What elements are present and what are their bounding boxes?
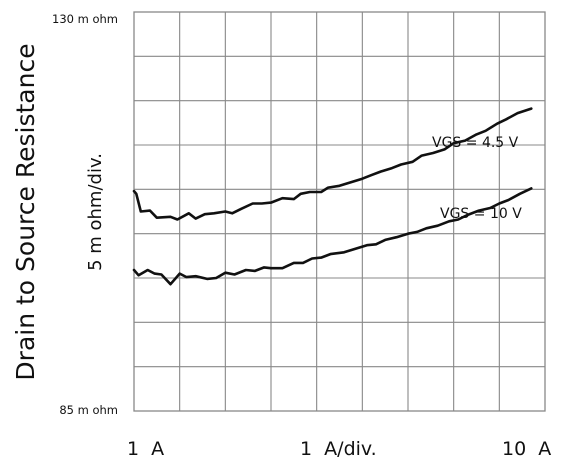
x-right-label: 10 A	[502, 438, 551, 460]
x-mid-label: 1 A/div.	[300, 438, 377, 460]
series-label-vgs-4-5: VGS = 4.5 V	[432, 135, 519, 151]
series-line-vgs-4-5	[132, 107, 533, 221]
y-top-label: 130 m ohm	[52, 12, 118, 26]
series-line-vgs-10	[132, 187, 533, 286]
y-scale-label: 5 m ohm/div.	[85, 153, 106, 271]
y-axis-title: Drain to Source Resistance	[11, 43, 40, 380]
x-left-label: 1 A	[127, 438, 164, 460]
series-label-vgs-10: VGS = 10 V	[440, 206, 522, 222]
y-bottom-label: 85 m ohm	[59, 403, 118, 417]
plot-grid	[133, 11, 546, 412]
series-layer	[132, 107, 533, 286]
label-layer: 130 m ohm 85 m ohm Drain to Source Resis…	[11, 12, 551, 460]
plot-frame	[133, 11, 546, 412]
